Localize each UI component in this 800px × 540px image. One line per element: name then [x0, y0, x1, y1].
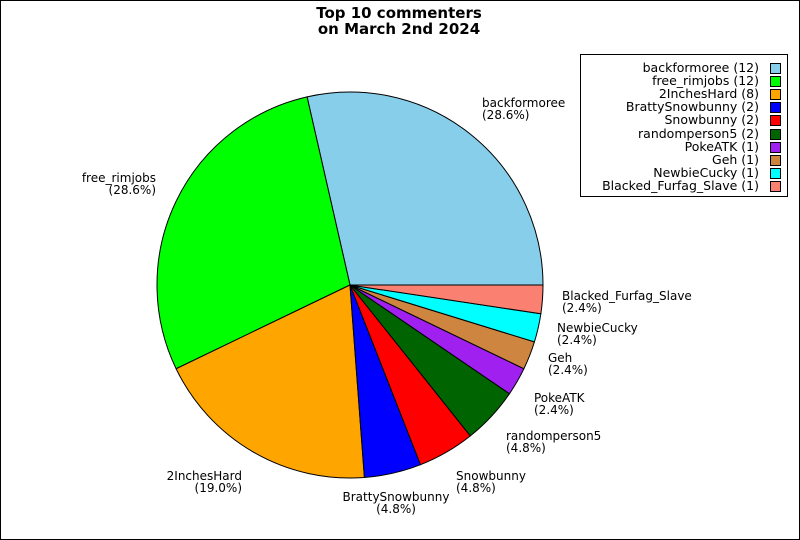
legend-swatch	[770, 76, 781, 88]
legend-label: backformoree (12)	[642, 60, 759, 75]
legend-label: Blacked_Furfag_Slave (1)	[602, 177, 759, 193]
legend-label: BrattySnowbunny (2)	[625, 99, 759, 115]
legend-swatch	[770, 154, 781, 166]
chart-title: Top 10 commenters on March 2nd 2024	[0, 5, 798, 37]
legend-swatch	[770, 128, 781, 140]
slice-label-geh: Geh	[548, 351, 572, 365]
slice-label-free-rimjobs: free_rimjobs	[82, 171, 156, 185]
slice-label-newbiecucky: NewbieCucky	[557, 321, 638, 335]
slice-percent-snowbunny: (4.8%)	[456, 481, 496, 495]
pie-slice-free-rimjobs	[156, 96, 351, 370]
legend-label: randomperson5 (2)	[638, 125, 759, 141]
legend-label: 2InchesHard (8)	[658, 86, 759, 102]
legend-label: NewbieCucky (1)	[653, 164, 759, 180]
slice-label-brattysnowbunny: BrattySnowbunny	[343, 490, 450, 504]
slice-label-snowbunny: Snowbunny	[456, 469, 526, 483]
chart-title-line-2: on March 2nd 2024	[317, 20, 481, 38]
legend-entry: PokeATK (1)	[581, 138, 787, 154]
legend-swatch	[770, 141, 781, 153]
slice-label-blacked-furfag-slave: Blacked_Furfag_Slave	[562, 289, 692, 303]
legend-swatch	[770, 180, 781, 192]
legend-entry: randomperson5 (2)	[581, 125, 787, 141]
legend-swatch	[770, 102, 781, 114]
legend-label: Geh (1)	[712, 151, 759, 167]
legend-entry: BrattySnowbunny (2)	[581, 99, 787, 115]
legend-entry: Geh (1)	[581, 151, 787, 167]
legend-swatch	[770, 89, 781, 101]
slice-percent-geh: (2.4%)	[548, 363, 588, 377]
slice-label-backformoree: backformoree	[482, 96, 565, 110]
slice-percent-blacked-furfag-slave: (2.4%)	[562, 301, 602, 315]
legend-label: PokeATK (1)	[684, 138, 759, 154]
pie-slice-backformoree	[306, 91, 544, 286]
legend-swatch	[770, 115, 781, 127]
slice-percent-randomperson5: (4.8%)	[506, 441, 546, 455]
legend-entry: Snowbunny (2)	[581, 112, 787, 128]
legend-entry: free_rimjobs (12)	[581, 73, 787, 89]
slice-percent-newbiecucky: (2.4%)	[557, 333, 597, 347]
legend-entry: Blacked_Furfag_Slave (1)	[581, 177, 787, 193]
pie-slice-blacked-furfag-slave	[349, 284, 544, 315]
slice-percent-2incheshard: (19.0%)	[195, 481, 242, 495]
legend-entry: NewbieCucky (1)	[581, 164, 787, 180]
pie-slice-2incheshard	[175, 284, 365, 479]
slice-percent-pokeatk: (2.4%)	[534, 403, 574, 417]
chart-title-line-1: Top 10 commenters	[316, 4, 482, 22]
slice-label-2incheshard: 2InchesHard	[167, 469, 242, 483]
slice-percent-backformoree: (28.6%)	[482, 108, 529, 122]
legend-label: free_rimjobs (12)	[652, 73, 759, 89]
legend-entry: 2InchesHard (8)	[581, 86, 787, 102]
legend-label: Snowbunny (2)	[664, 112, 759, 128]
slice-label-pokeatk: PokeATK	[534, 391, 586, 405]
legend-swatch	[770, 63, 781, 74]
slice-percent-free-rimjobs: (28.6%)	[109, 183, 156, 197]
slice-label-randomperson5: randomperson5	[506, 429, 601, 443]
slice-percent-brattysnowbunny: (4.8%)	[376, 502, 416, 516]
legend-entry: backformoree (12)	[581, 60, 787, 75]
legend: backformoree (12) free_rimjobs (12) 2Inche…	[580, 54, 788, 197]
legend-swatch	[770, 167, 781, 179]
